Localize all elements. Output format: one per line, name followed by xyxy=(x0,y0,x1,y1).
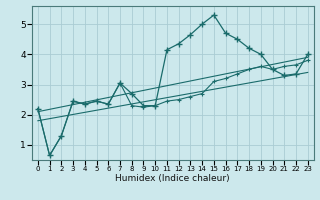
X-axis label: Humidex (Indice chaleur): Humidex (Indice chaleur) xyxy=(116,174,230,183)
